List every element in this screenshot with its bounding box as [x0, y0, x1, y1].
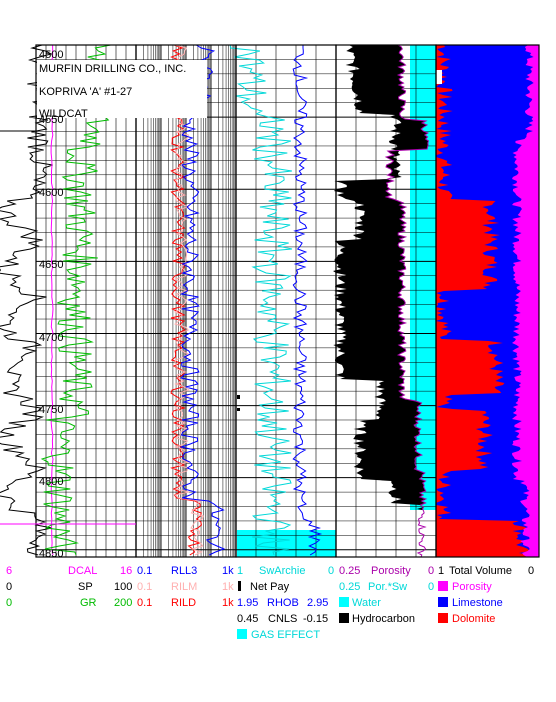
gr-min: 0	[6, 597, 12, 609]
total-volume-max: 0	[528, 565, 534, 577]
porsw-min: 0.25	[339, 581, 360, 593]
total-volume-min: 1	[438, 565, 444, 577]
log-curves	[0, 44, 430, 558]
dcal-min: 6	[6, 565, 12, 577]
hydrocarbon-fill	[333, 45, 429, 557]
header-box	[37, 60, 207, 118]
porosity-fill	[512, 45, 539, 557]
company-name: MURFIN DRILLING CO., INC.	[39, 63, 186, 75]
sw-name: SwArchie	[259, 565, 305, 577]
limestone-swatch	[438, 597, 448, 607]
depth-axis: 4500 4550 4600 4650 4700 4750 4800 4850	[39, 49, 63, 560]
sp-name: SP	[78, 581, 93, 593]
water-fill	[418, 45, 436, 557]
hydrocarbon-swatch	[339, 613, 349, 623]
porosity-swatch	[438, 581, 448, 591]
depth-tick-label: 4550	[39, 114, 63, 126]
water-swatch	[339, 597, 349, 607]
rhob-curve	[292, 45, 323, 556]
water-name: Water	[352, 597, 381, 609]
gas-effect-name: GAS EFFECT	[251, 629, 320, 641]
dolomite-name: Dolomite	[452, 613, 495, 625]
rilm-name: RILM	[171, 581, 197, 593]
sw-min: 1	[237, 565, 243, 577]
sp-min: 0	[6, 581, 12, 593]
gr-curve	[40, 44, 113, 556]
total-volume-name: Total Volume	[449, 565, 512, 577]
cnls-name: CNLS	[268, 613, 297, 625]
limestone-name: Limestone	[452, 597, 503, 609]
depth-tick-label: 4800	[39, 476, 63, 488]
rll3-min: 0.1	[137, 565, 152, 577]
net-pay-mark	[237, 408, 240, 411]
porosity-fill	[436, 70, 442, 84]
rhob-min: 1.95	[237, 597, 258, 609]
porosity-lith-name: Porosity	[452, 581, 492, 593]
depth-tick-label: 4600	[39, 187, 63, 199]
legend: 6 DCAL 16 0 SP 100 0 GR 200 0.1 RLL3 1k …	[6, 565, 534, 641]
field-name: WILDCAT	[39, 108, 88, 120]
dolomite-fill	[435, 45, 530, 557]
depth-tick-label: 4700	[39, 332, 63, 344]
depth-tick-label: 4650	[39, 259, 63, 271]
porosity-name: Porosity	[371, 565, 411, 577]
sp-max: 100	[114, 581, 132, 593]
track-3-frame	[235, 44, 337, 558]
dolomite-swatch	[438, 613, 448, 623]
porsw-name: Por.*Sw	[368, 581, 407, 593]
porsw-max: 0	[428, 581, 434, 593]
depth-tick-label: 4750	[39, 404, 63, 416]
porosity-curve	[384, 44, 430, 558]
dcal-curve	[50, 44, 54, 556]
cnls-min: 0.45	[237, 613, 258, 625]
rild-min: 0.1	[137, 597, 152, 609]
lithology-fills	[237, 45, 539, 557]
porosity-min: 0.25	[339, 565, 360, 577]
gas-effect-swatch	[237, 629, 247, 639]
depth-tick-label: 4500	[39, 49, 63, 61]
track-frames	[0, 44, 540, 558]
sw-max: 0	[328, 565, 334, 577]
net-pay-mark	[237, 395, 240, 399]
porosity-max: 0	[428, 565, 434, 577]
rilm-min: 0.1	[137, 581, 152, 593]
net-pay-swatch	[238, 581, 241, 591]
depth-tick-label: 4850	[39, 548, 63, 560]
cnls-max: -0.15	[303, 613, 328, 625]
gr-max: 200	[114, 597, 132, 609]
hydrocarbon-name: Hydrocarbon	[352, 613, 415, 625]
swarchie-curve	[229, 44, 293, 556]
net-pay-name: Net Pay	[250, 581, 290, 593]
track-5-frame	[435, 44, 540, 558]
rll3-max: 1k	[222, 565, 234, 577]
rild-name: RILD	[171, 597, 196, 609]
gr-name: GR	[80, 597, 97, 609]
sp-curve	[0, 44, 54, 556]
rhob-name: RHOB	[267, 597, 299, 609]
rhob-max: 2.95	[307, 597, 328, 609]
rll3-curve	[179, 44, 226, 556]
rild-max: 1k	[222, 597, 234, 609]
dcal-max: 16	[120, 565, 132, 577]
track-blank	[336, 510, 436, 557]
well-name: KOPRIVA 'A' #1-27	[39, 86, 132, 98]
rilm-curve	[173, 44, 204, 556]
rilm-max: 1k	[222, 581, 234, 593]
dcal-name: DCAL	[68, 565, 97, 577]
rll3-name: RLL3	[171, 565, 197, 577]
